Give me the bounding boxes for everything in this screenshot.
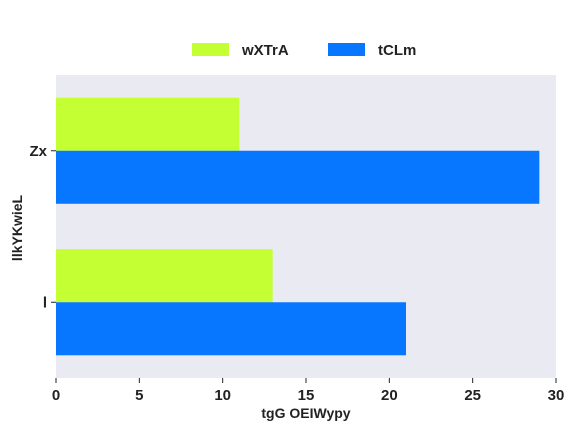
y-axis-title: llkYKwieL (9, 194, 25, 261)
x-tick-label: 0 (52, 387, 60, 404)
x-axis-title: tgG OEIWypy (261, 405, 350, 421)
bars (56, 97, 540, 356)
x-axis: 0 5 10 15 20 25 30 (52, 378, 565, 404)
legend: wXTrA tCLm (192, 42, 416, 59)
legend-label-tCLm: tCLm (378, 42, 416, 59)
y-tick-label: l (43, 294, 47, 311)
x-tick-label: 25 (464, 387, 481, 404)
x-tick-label: 20 (381, 387, 398, 404)
y-axis: Zx l (29, 143, 56, 311)
x-tick-label: 15 (298, 387, 315, 404)
bar-tCLm-l (56, 302, 406, 356)
y-tick-label: Zx (29, 143, 47, 160)
bar-wXTrA-l (56, 249, 273, 303)
bar-tCLm-Zx (56, 150, 540, 204)
x-tick-label: 10 (214, 387, 231, 404)
legend-swatch-wXTrA (192, 43, 229, 56)
legend-label-wXTrA: wXTrA (241, 42, 289, 59)
x-tick-label: 30 (548, 387, 565, 404)
legend-swatch-tCLm (328, 43, 365, 56)
bar-wXTrA-Zx (56, 97, 240, 151)
x-tick-label: 5 (135, 387, 143, 404)
